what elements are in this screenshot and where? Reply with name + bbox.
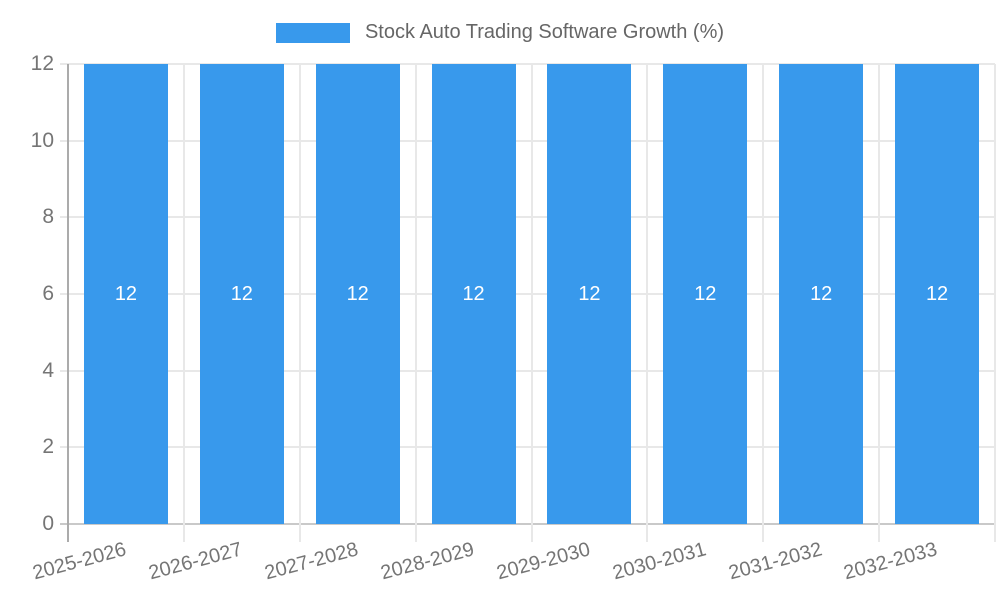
y-tick-label: 4 [42,358,54,382]
v-gridline [414,64,417,542]
bar-value-label: 12 [578,282,601,305]
bar: 12 [779,64,864,524]
bar-value-label: 12 [462,282,485,305]
v-gridline [646,64,649,542]
bar: 12 [83,64,168,524]
bar: 12 [315,64,400,524]
x-tick-label: 2031-2032 [725,538,825,585]
x-tick-label: 2027-2028 [262,538,361,585]
v-gridline [182,64,185,542]
bar-value-label: 12 [694,282,717,305]
v-gridline [878,64,881,542]
y-tick-label: 12 [30,52,54,75]
chart-legend[interactable]: Stock Auto Trading Software Growth (%) [0,21,1000,44]
legend-swatch [275,22,350,43]
h-gridline [60,369,995,372]
y-tick-label: 6 [42,282,54,305]
x-tick-label: 2025-2026 [30,538,129,585]
v-gridline [994,64,996,542]
x-tick-label: 2029-2030 [494,538,593,585]
bar-value-label: 12 [114,282,138,305]
bar-value-label: 12 [346,282,369,305]
bar: 12 [431,64,516,524]
h-gridline [60,293,995,295]
y-axis-line [67,64,69,542]
v-gridline [762,64,765,542]
h-gridline [60,139,995,142]
bar-value-label: 12 [810,282,833,305]
h-gridline [60,446,995,449]
x-tick-label: 2030-2031 [610,538,709,585]
x-axis-line [60,523,995,525]
bar: 12 [895,64,980,524]
x-tick-label: 2028-2029 [378,538,477,585]
y-tick-label: 10 [30,128,54,152]
h-gridline [60,63,995,65]
plot-area: 0 2 4 6 8 10 12 12 12 12 12 12 12 12 12 2025-2026 2026-2… [31,52,996,584]
h-gridline [60,216,995,219]
v-gridline [298,64,301,542]
bar: 12 [663,64,748,524]
bar: 12 [547,64,632,524]
x-tick-label: 2026-2027 [146,538,245,585]
y-tick-label: 8 [42,205,54,229]
y-tick-label: 2 [42,435,54,459]
legend-label: Stock Auto Trading Software Growth (%) [364,21,725,43]
bar-value-label: 12 [230,282,253,305]
x-tick-label: 2032-2033 [841,538,940,585]
bar-value-label: 12 [925,282,949,305]
v-gridline [530,64,533,542]
y-tick-label: 0 [42,512,54,535]
bar: 12 [199,64,284,524]
